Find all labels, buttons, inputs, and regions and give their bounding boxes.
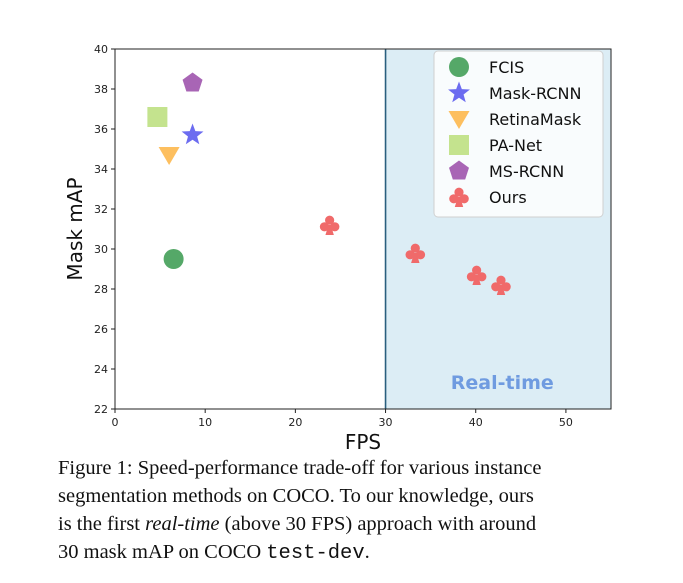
data-point <box>181 123 204 145</box>
legend: FCIS Mask-RCNN RetinaMask PA-Net MS-RCNN Ours <box>433 50 604 218</box>
x-tick-label: 0 <box>112 416 119 429</box>
y-tick-label: 40 <box>94 43 108 56</box>
legend-label: MS-RCNN <box>489 162 564 181</box>
caption-text: is the first <box>58 513 146 535</box>
y-tick-label: 36 <box>94 123 108 136</box>
data-point <box>147 107 168 127</box>
caption-code: test-dev <box>266 542 365 565</box>
y-tick-label: 22 <box>94 403 108 416</box>
realtime-label: Real-time <box>451 372 554 394</box>
data-point <box>182 72 203 92</box>
caption-line: segmentation methods on COCO. To our kno… <box>58 485 534 507</box>
caption-emphasis: real-time <box>145 513 220 535</box>
figure-caption: Figure 1: Speed-performance trade-off fo… <box>58 454 664 568</box>
x-tick-label: 20 <box>288 416 302 429</box>
plot-frame <box>114 48 612 410</box>
caption-text: . <box>364 541 370 563</box>
data-point <box>158 147 180 165</box>
caption-line: 30 mask mAP on COCO test-dev. <box>58 538 664 568</box>
legend-label: PA-Net <box>489 136 542 155</box>
x-tick-label: 40 <box>469 416 483 429</box>
caption-text: 30 mask mAP on COCO <box>58 541 267 563</box>
y-tick-label: 24 <box>94 363 108 376</box>
y-tick-label: 28 <box>94 283 108 296</box>
caption-text: (above 30 FPS) approach with around <box>219 513 537 535</box>
data-points <box>147 72 511 295</box>
x-tick-label: 10 <box>198 416 212 429</box>
data-point <box>163 249 184 269</box>
axes: 0 10 20 30 40 50 22 24 26 28 30 32 34 36 38 40 <box>94 43 612 429</box>
y-tick-label: 26 <box>94 323 108 336</box>
legend-label: FCIS <box>489 58 524 77</box>
legend-marker <box>449 57 469 77</box>
y-tick-label: 34 <box>94 163 108 176</box>
caption-line: Figure 1: Speed-performance trade-off fo… <box>58 457 542 479</box>
legend-marker <box>449 135 469 155</box>
legend-marker <box>448 81 470 103</box>
legend-marker <box>449 187 469 207</box>
legend-label: Mask-RCNN <box>489 84 581 103</box>
data-point <box>466 265 487 285</box>
data-point <box>405 243 426 263</box>
legend-marker <box>448 111 470 129</box>
y-tick-label: 32 <box>94 203 108 216</box>
legend-marker <box>449 160 469 180</box>
data-point <box>491 275 511 295</box>
y-tick-label: 30 <box>94 243 108 256</box>
legend-label: Ours <box>489 188 527 207</box>
scatter-chart: Real-time 0 10 20 30 40 50 22 24 26 28 30 32 34 36 38 4… <box>63 43 612 452</box>
x-tick-label: 30 <box>379 416 393 429</box>
x-axis-title: FPS <box>345 430 381 452</box>
caption-line: is the first real-time (above 30 FPS) ap… <box>58 510 664 538</box>
y-tick-label: 38 <box>94 83 108 96</box>
data-point <box>319 215 340 235</box>
x-tick-label: 50 <box>559 416 573 429</box>
legend-label: RetinaMask <box>489 110 582 129</box>
y-axis-title: Mask mAP <box>63 177 87 280</box>
legend-box <box>433 50 604 218</box>
